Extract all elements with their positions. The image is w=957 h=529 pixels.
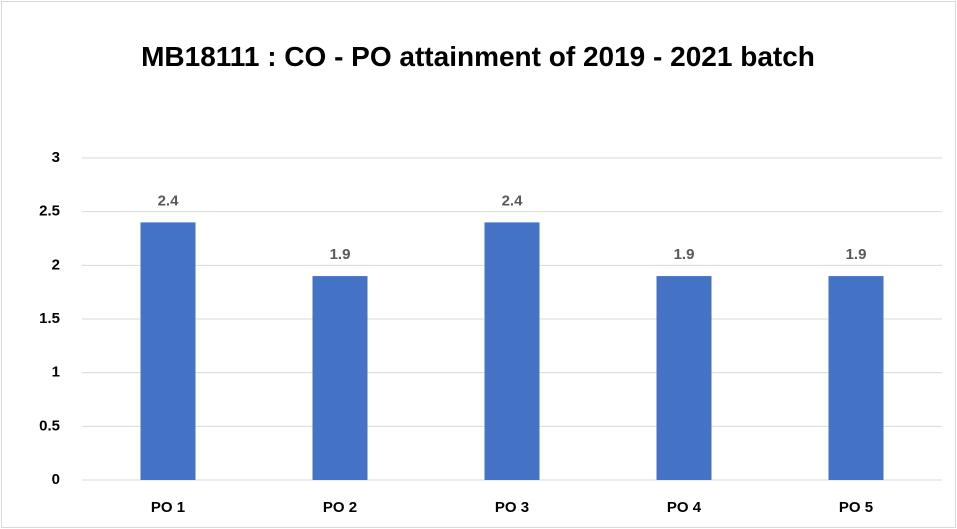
data-label: 2.4 (502, 192, 524, 209)
bar (656, 276, 712, 480)
y-tick-label: 0.5 (39, 417, 60, 434)
y-tick-label: 2.5 (39, 203, 60, 220)
y-tick-label: 1.5 (39, 310, 60, 327)
data-label: 1.9 (674, 246, 695, 263)
x-tick-label: PO 3 (495, 499, 529, 516)
y-tick-label: 2 (52, 256, 60, 273)
bar (828, 276, 884, 480)
data-label: 1.9 (846, 246, 867, 263)
data-label: 1.9 (330, 246, 351, 263)
y-tick-label: 3 (52, 149, 60, 166)
chart-title: MB18111 : CO - PO attainment of 2019 - 2… (141, 41, 815, 72)
y-tick-label: 0 (52, 471, 60, 488)
y-tick-label: 1 (52, 364, 60, 381)
x-tick-label: PO 1 (151, 499, 185, 516)
bar (484, 222, 540, 480)
x-tick-label: PO 5 (839, 499, 873, 516)
x-tick-label: PO 2 (323, 499, 357, 516)
x-tick-label: PO 4 (667, 499, 702, 516)
data-label: 2.4 (158, 192, 180, 209)
bar (140, 222, 196, 480)
bar (312, 276, 368, 480)
